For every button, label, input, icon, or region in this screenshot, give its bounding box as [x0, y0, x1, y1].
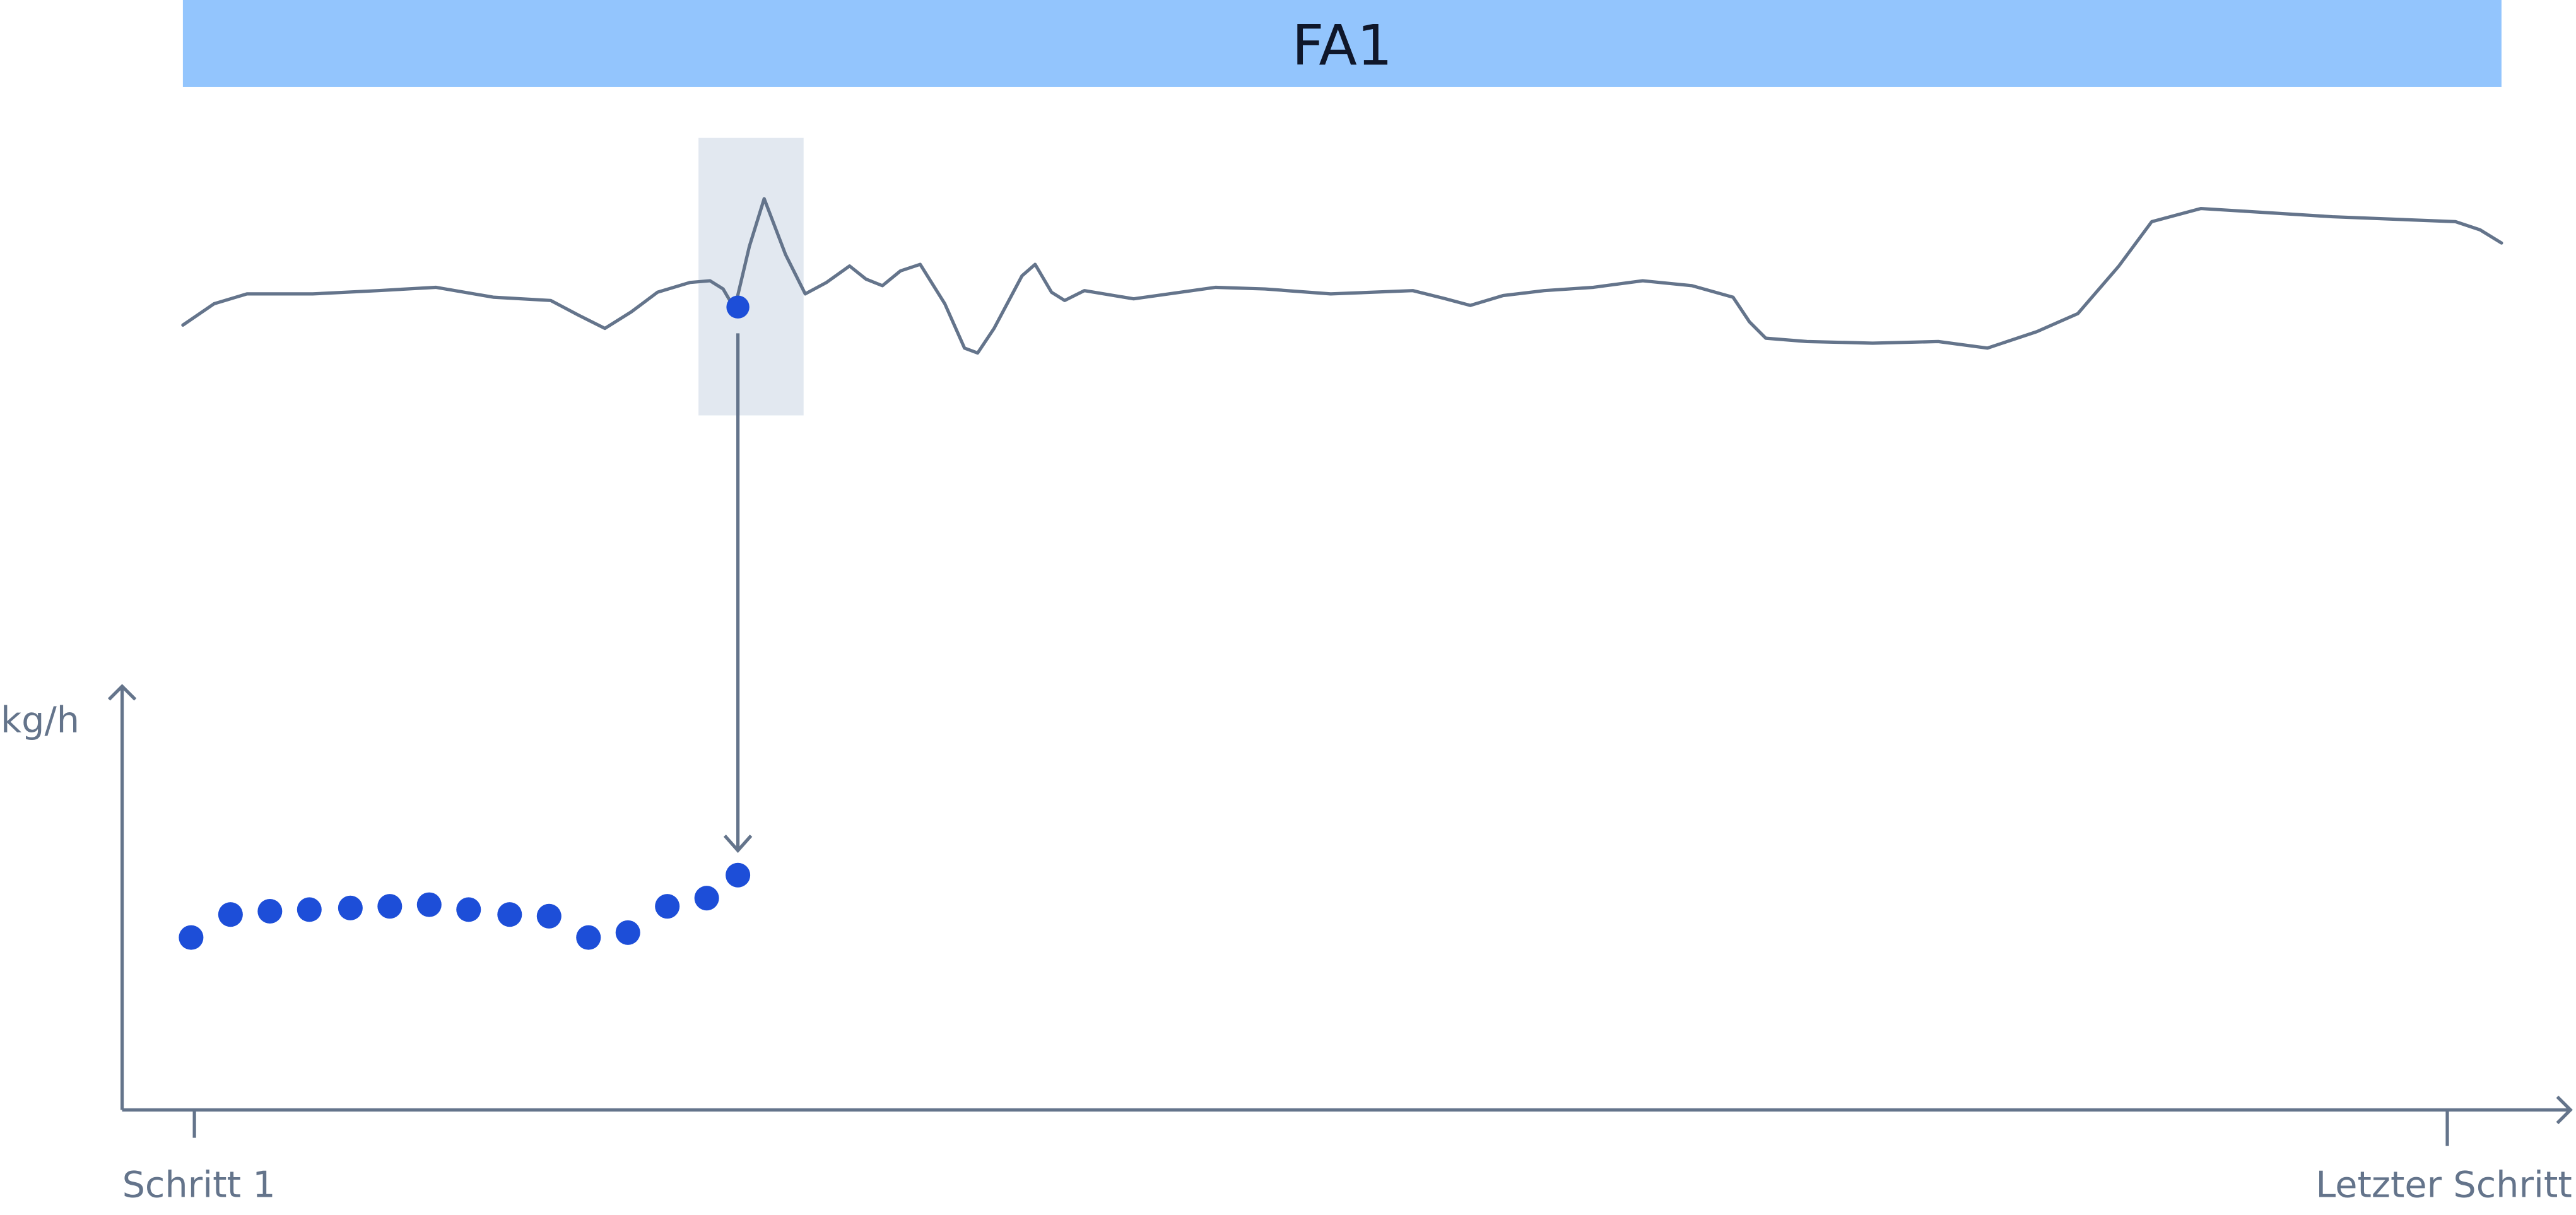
sample-dot — [576, 925, 601, 950]
signal-curve — [181, 197, 2503, 355]
highlight-window — [698, 138, 804, 416]
sample-dot — [536, 903, 562, 929]
y-axis-label: kg/h — [1, 699, 79, 741]
x-end-label: Letzter Schritt — [2315, 1163, 2572, 1206]
sample-dot — [338, 895, 363, 920]
link-arrowhead — [723, 835, 753, 854]
sample-dot — [655, 894, 680, 919]
x-axis-arrow — [2556, 1095, 2573, 1125]
sample-dot — [416, 892, 442, 917]
selected-point — [726, 295, 750, 319]
sample-dot — [377, 894, 403, 919]
sample-dot — [297, 897, 322, 922]
x-start-label: Schritt 1 — [122, 1163, 276, 1206]
sample-dot — [218, 902, 243, 927]
sample-dot — [179, 925, 204, 950]
sample-dot — [257, 898, 283, 924]
y-axis-arrow — [107, 684, 137, 701]
sample-dot — [694, 886, 719, 911]
sample-dot — [615, 920, 640, 945]
header-title: FA1 — [1292, 13, 1393, 78]
header-bar — [182, 0, 2502, 87]
sample-dot — [497, 902, 522, 927]
sample-dot — [726, 862, 751, 888]
sample-dot — [456, 897, 481, 922]
sample-dots — [179, 862, 751, 950]
